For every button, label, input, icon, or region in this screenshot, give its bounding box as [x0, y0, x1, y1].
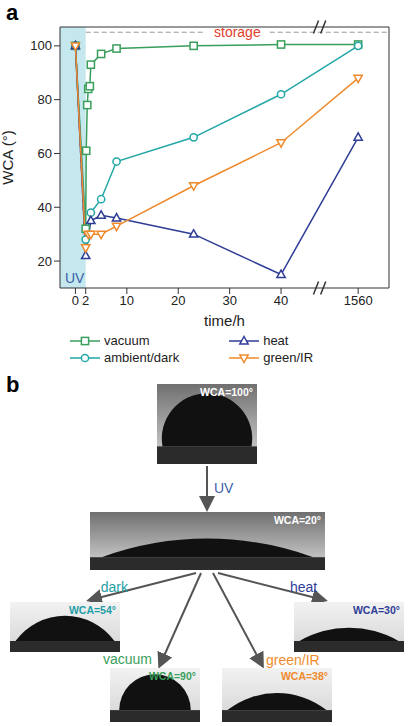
svg-text:20: 20	[171, 293, 185, 308]
svg-text:UV: UV	[65, 270, 85, 286]
svg-text:WCA=20°: WCA=20°	[274, 514, 321, 526]
svg-text:2: 2	[82, 293, 89, 308]
svg-text:WCA=38°: WCA=38°	[281, 670, 328, 682]
svg-text:60: 60	[38, 146, 52, 161]
svg-text:0: 0	[72, 293, 79, 308]
svg-text:b: b	[6, 372, 19, 397]
svg-text:green/IR: green/IR	[266, 652, 320, 668]
svg-text:dark: dark	[101, 579, 129, 595]
svg-text:30: 30	[222, 293, 236, 308]
svg-text:time/h: time/h	[204, 312, 245, 329]
html-text:a: a	[6, 0, 19, 25]
svg-text:UV: UV	[214, 480, 234, 496]
svg-text:WCA=30°: WCA=30°	[353, 604, 400, 616]
svg-text:40: 40	[274, 293, 288, 308]
svg-text:100: 100	[30, 38, 52, 53]
html-text:ambient/dark: ambient/dark	[104, 350, 180, 365]
svg-text:WCA=100°: WCA=100°	[200, 386, 253, 398]
html-text:heat: heat	[263, 333, 289, 348]
html-text:green/IR: green/IR	[263, 350, 313, 365]
svg-text:80: 80	[38, 92, 52, 107]
svg-text:WCA (°): WCA (°)	[0, 130, 16, 184]
svg-text:10: 10	[120, 293, 134, 308]
svg-text:1560: 1560	[344, 293, 373, 308]
svg-text:storage: storage	[214, 24, 261, 41]
svg-text:heat: heat	[290, 579, 317, 595]
svg-text:40: 40	[38, 200, 52, 215]
svg-text:vacuum: vacuum	[103, 651, 152, 667]
svg-text:20: 20	[38, 254, 52, 269]
svg-text:WCA=54°: WCA=54°	[69, 604, 116, 616]
svg-text:WCA=90°: WCA=90°	[149, 670, 196, 682]
html-text:vacuum: vacuum	[104, 333, 150, 348]
